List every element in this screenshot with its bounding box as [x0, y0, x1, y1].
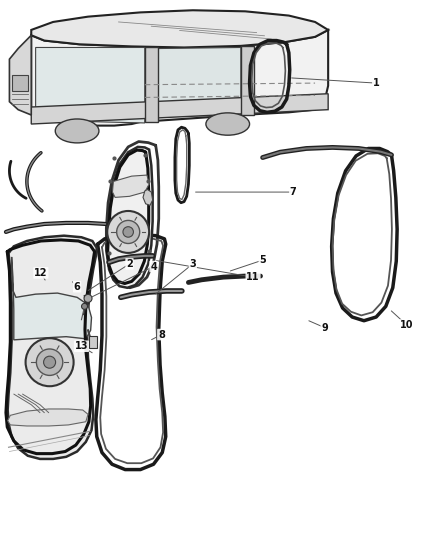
Circle shape — [81, 303, 88, 309]
Polygon shape — [31, 30, 328, 126]
Polygon shape — [158, 47, 241, 117]
Text: 8: 8 — [158, 329, 165, 340]
Polygon shape — [241, 46, 254, 115]
Polygon shape — [143, 189, 152, 205]
Bar — [12, 75, 28, 91]
Circle shape — [117, 221, 140, 244]
Polygon shape — [8, 236, 97, 459]
Text: 10: 10 — [400, 320, 413, 330]
Polygon shape — [8, 409, 88, 426]
Text: 7: 7 — [290, 187, 297, 197]
Circle shape — [36, 349, 63, 375]
Circle shape — [44, 356, 56, 368]
Text: 11: 11 — [246, 272, 260, 282]
Polygon shape — [31, 94, 328, 124]
Circle shape — [25, 338, 74, 386]
Ellipse shape — [206, 113, 250, 135]
Text: 3: 3 — [189, 259, 196, 269]
Text: 13: 13 — [75, 341, 88, 351]
Ellipse shape — [55, 119, 99, 143]
Bar — [89, 336, 97, 349]
Polygon shape — [108, 147, 152, 288]
Text: 4: 4 — [150, 262, 157, 271]
Polygon shape — [10, 35, 31, 115]
Text: 2: 2 — [126, 259, 133, 269]
Polygon shape — [12, 257, 92, 340]
Text: 9: 9 — [321, 322, 328, 333]
Text: 5: 5 — [259, 255, 266, 265]
Polygon shape — [113, 175, 149, 197]
Polygon shape — [35, 47, 145, 123]
Circle shape — [107, 211, 149, 253]
Circle shape — [84, 294, 92, 302]
Polygon shape — [145, 47, 158, 122]
Text: 12: 12 — [34, 268, 48, 278]
Circle shape — [123, 227, 134, 237]
Text: 1: 1 — [373, 78, 380, 88]
Polygon shape — [31, 10, 328, 47]
Text: 6: 6 — [74, 282, 81, 292]
